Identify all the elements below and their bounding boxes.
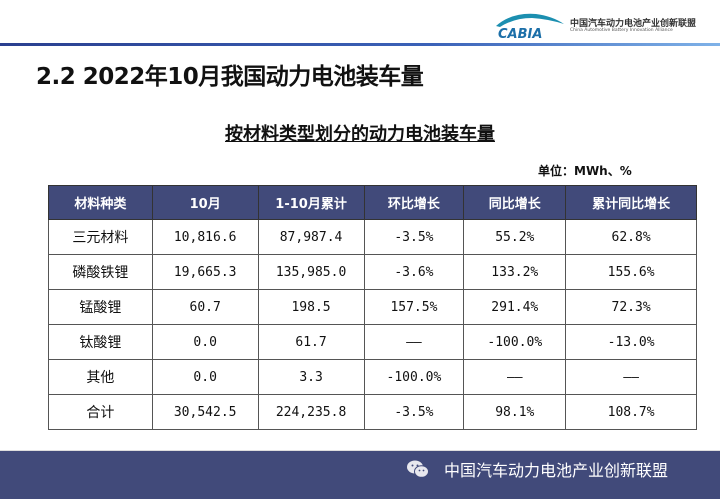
value-cell: -100.0%: [463, 324, 567, 360]
value-cell: 30,542.5: [151, 394, 259, 430]
column-header: 10月: [151, 185, 259, 220]
column-header: 材料种类: [48, 185, 153, 220]
value-cell: 291.4%: [463, 289, 567, 325]
value-cell: 157.5%: [363, 289, 465, 325]
material-name-cell: 磷酸铁锂: [48, 254, 153, 290]
value-cell: 224,235.8: [257, 394, 365, 430]
wechat-icon: [407, 460, 429, 478]
page-title: 2.2 2022年10月我国动力电池装车量: [36, 64, 424, 90]
value-cell: 72.3%: [565, 289, 697, 325]
value-cell: 19,665.3: [151, 254, 259, 290]
table-row: 三元材料 10,816.6 87,987.4 -3.5% 55.2% 62.8%: [48, 219, 697, 255]
header-divider: [0, 43, 720, 46]
material-name-cell: 锰酸锂: [48, 289, 153, 325]
footer-bar: 中国汽车动力电池产业创新联盟: [0, 450, 720, 499]
value-cell: -13.0%: [565, 324, 697, 360]
value-cell: ——: [565, 359, 697, 395]
value-cell: 55.2%: [463, 219, 567, 255]
column-header: 同比增长: [463, 185, 567, 220]
table-row: 钛酸锂 0.0 61.7 —— -100.0% -13.0%: [48, 324, 697, 360]
footer-org-name: 中国汽车动力电池产业创新联盟: [444, 461, 669, 480]
value-cell: -100.0%: [363, 359, 465, 395]
value-cell: 60.7: [151, 289, 259, 325]
material-name-cell: 合计: [48, 394, 153, 430]
cabia-logo: CABIA 中国汽车动力电池产业创新联盟 China Automotive Ba…: [492, 10, 720, 42]
column-header: 累计同比增长: [565, 185, 697, 220]
column-header: 环比增长: [363, 185, 465, 220]
value-cell: ——: [363, 324, 465, 360]
value-cell: 155.6%: [565, 254, 697, 290]
table-title: 按材料类型划分的动力电池装车量: [225, 124, 495, 145]
cabia-logo-mark: CABIA: [496, 13, 564, 42]
value-cell: -3.6%: [363, 254, 465, 290]
value-cell: 3.3: [257, 359, 365, 395]
value-cell: ——: [463, 359, 567, 395]
material-name-cell: 其他: [48, 359, 153, 395]
value-cell: 0.0: [151, 324, 259, 360]
org-name-cn: 中国汽车动力电池产业创新联盟: [570, 19, 697, 29]
column-header: 1-10月累计: [257, 185, 365, 220]
svg-text:CABIA: CABIA: [498, 27, 542, 40]
table-row: 其他 0.0 3.3 -100.0% —— ——: [48, 359, 697, 395]
value-cell: -3.5%: [363, 219, 465, 255]
value-cell: -3.5%: [363, 394, 465, 430]
data-table: 材料种类 10月 1-10月累计 环比增长 同比增长 累计同比增长 三元材料 10,816.…: [48, 185, 697, 430]
table-header-row: 材料种类 10月 1-10月累计 环比增长 同比增长 累计同比增长: [48, 185, 697, 220]
material-name-cell: 三元材料: [48, 219, 153, 255]
table-row: 磷酸铁锂 19,665.3 135,985.0 -3.6% 133.2% 155.6%: [48, 254, 697, 290]
unit-label: 单位：MWh、%: [538, 164, 632, 178]
value-cell: 98.1%: [463, 394, 567, 430]
value-cell: 198.5: [257, 289, 365, 325]
value-cell: 62.8%: [565, 219, 697, 255]
material-name-cell: 钛酸锂: [48, 324, 153, 360]
org-name-en: China Automotive Battery Innovation Alli…: [570, 28, 673, 33]
value-cell: 87,987.4: [257, 219, 365, 255]
value-cell: 135,985.0: [257, 254, 365, 290]
table-row: 合计 30,542.5 224,235.8 -3.5% 98.1% 108.7%: [48, 394, 697, 430]
value-cell: 133.2%: [463, 254, 567, 290]
value-cell: 0.0: [151, 359, 259, 395]
value-cell: 61.7: [257, 324, 365, 360]
table-row: 锰酸锂 60.7 198.5 157.5% 291.4% 72.3%: [48, 289, 697, 325]
value-cell: 108.7%: [565, 394, 697, 430]
value-cell: 10,816.6: [151, 219, 259, 255]
